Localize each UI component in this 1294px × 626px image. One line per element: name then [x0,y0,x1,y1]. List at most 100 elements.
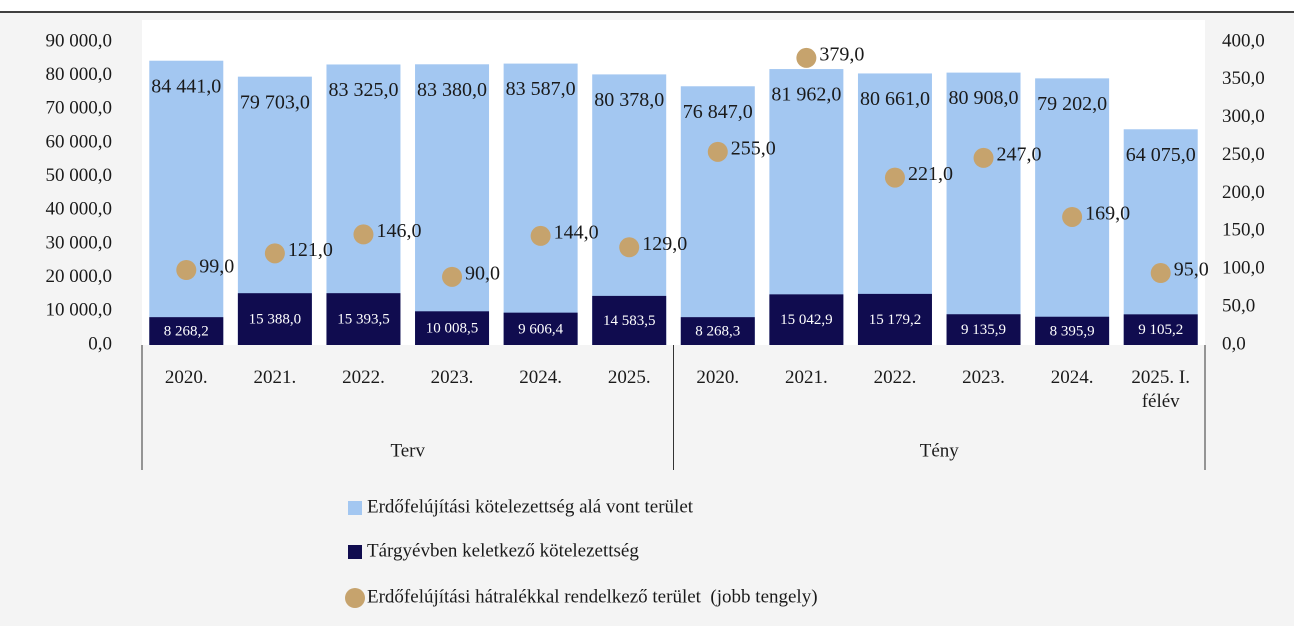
x-tick-label-box: 2024. [1050,367,1094,388]
bar [149,60,224,345]
x-tick-label: 2025. I. félév [1131,367,1190,412]
legend-marker [345,588,365,608]
legend-marker [348,545,362,559]
y-tick-label: 20 000,0 [46,266,113,287]
legend-label: Erdőfelújítási kötelezettség alá vont te… [367,496,694,517]
y2-tick-label: 100,0 [1222,258,1265,279]
bar [769,294,844,345]
bar [1123,314,1198,345]
x-tick-label: 2020. [164,367,208,388]
value-label: 84 441,0 [151,75,221,97]
plot-area [142,20,1205,345]
value-label: 15 393,5 [337,312,390,328]
value-label: 9 135,9 [961,322,1006,338]
y2-tick-label: 0,0 [1222,333,1246,354]
value-label: 8 268,3 [695,324,740,340]
value-label: 9 606,4 [518,321,564,337]
y2-tick-label: 250,0 [1222,144,1265,165]
group-label: Terv [390,440,425,461]
bar [680,317,755,345]
dot [796,47,817,68]
x-tick-label-box: 2020. [696,367,740,388]
x-tick-label-box: 2021. [253,367,297,388]
y-tick-label: 90 000,0 [46,30,113,51]
value-label: 76 847,0 [683,101,753,123]
x-tick-label: 2022. [873,367,917,388]
x-tick-label-box: 2025. I. félév [1131,367,1190,412]
value-label: 121,0 [288,239,333,261]
y-tick-label: 50 000,0 [46,165,113,186]
value-label: 83 380,0 [417,79,487,101]
value-label: 99,0 [199,256,234,278]
y-tick-label: 30 000,0 [46,232,113,253]
x-tick-label: 2024. [1050,367,1094,388]
bar [592,295,667,345]
value-label: 146,0 [376,220,421,242]
value-label: 95,0 [1174,259,1209,281]
bar [415,311,490,345]
y2-tick-label: 350,0 [1222,68,1265,89]
dot [530,225,551,246]
x-tick-label: 2021. [253,367,297,388]
value-label: 80 908,0 [949,87,1019,109]
value-label: 9 105,2 [1138,322,1183,338]
x-tick-label-box: 2023. [430,367,474,388]
value-label: 221,0 [908,163,953,185]
value-label: 8 268,2 [164,324,209,340]
bar [946,314,1021,345]
bar [415,64,490,346]
y-tick-label: 40 000,0 [46,199,113,220]
value-label: 10 008,5 [426,321,479,337]
y-tick-label: 0,0 [88,333,112,354]
dot [1150,263,1171,284]
bar [1123,129,1198,345]
value-label: 169,0 [1085,203,1130,225]
y2-tick-label: 50,0 [1222,295,1255,316]
bar [503,312,578,345]
x-tick-label: 2020. [696,367,740,388]
group-label: Tény [920,440,960,461]
x-tick-label-box: 2022. [873,367,917,388]
y-tick-label: 70 000,0 [46,98,113,119]
legend-label: Erdőfelújítási hátralékkal rendelkező te… [367,586,818,607]
y2-tick-label: 200,0 [1222,182,1265,203]
x-tick-label-box: 2021. [784,367,828,388]
x-tick-label: 2023. [430,367,474,388]
value-label: 15 388,0 [249,312,302,328]
value-label: 247,0 [997,143,1042,165]
bar [857,293,932,345]
y2-tick-label: 300,0 [1222,106,1265,127]
bar [946,72,1021,345]
y2-tick-label: 400,0 [1222,30,1265,51]
value-label: 144,0 [554,222,599,244]
x-tick-label: 2022. [342,367,385,388]
value-label: 379,0 [819,44,864,66]
dot [176,260,197,281]
y-tick-label: 10 000,0 [46,300,113,321]
x-tick-label: 2021. [784,367,828,388]
bar [1035,316,1110,345]
bar [149,317,224,345]
bar [326,293,401,345]
x-tick-label: 2025. [607,367,651,388]
value-label: 79 202,0 [1037,93,1107,115]
x-tick-label: 2023. [962,367,1005,388]
value-label: 83 325,0 [328,79,398,101]
value-label: 255,0 [731,137,776,159]
y-tick-label: 80 000,0 [46,64,113,85]
value-label: 81 962,0 [771,84,841,106]
x-tick-label-box: 2023. [962,367,1005,388]
y-tick-label: 60 000,0 [46,131,113,152]
value-label: 79 703,0 [240,91,310,113]
value-label: 15 042,9 [780,312,833,328]
dot [619,237,640,258]
value-label: 64 075,0 [1126,144,1196,166]
y2-tick-label: 150,0 [1222,220,1265,241]
value-label: 90,0 [465,262,500,284]
x-tick-label-box: 2025. [607,367,651,388]
dot [973,147,994,168]
x-tick-label-box: 2022. [342,367,385,388]
dot [707,141,728,162]
bar [680,86,755,345]
